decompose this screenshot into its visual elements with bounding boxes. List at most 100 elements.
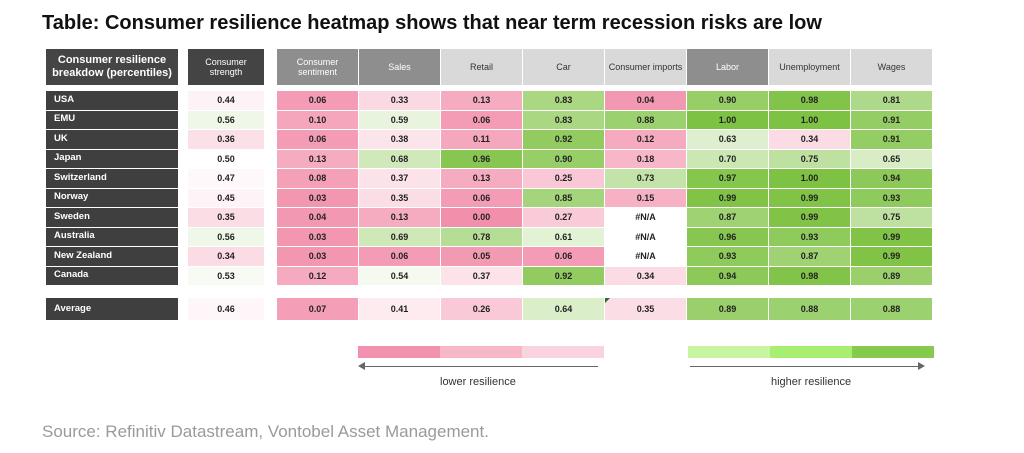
heatmap-cell: 0.63: [687, 130, 768, 149]
heatmap-cell: 0.44: [188, 91, 264, 110]
heatmap-cell: 0.75: [769, 149, 850, 168]
heatmap-cell: 0.06: [441, 188, 522, 207]
heatmap-cell: 0.47: [188, 169, 264, 188]
heatmap-cell: #N/A: [605, 227, 686, 246]
column-header-car: Car: [523, 49, 604, 85]
heatmap-cell: 0.34: [188, 247, 264, 266]
higher-arrow-head: [918, 362, 925, 370]
heatmap-cell: 0.94: [687, 266, 768, 285]
heatmap-cell: 0.93: [687, 247, 768, 266]
heatmap-cell: 0.88: [605, 110, 686, 129]
column-header-wages: Wages: [851, 49, 932, 85]
row-label: Sweden: [46, 208, 178, 227]
heatmap-cell: 1.00: [769, 169, 850, 188]
heatmap-cell: 0.93: [851, 188, 932, 207]
heatmap-cell: 0.99: [769, 208, 850, 227]
row-label: Switzerland: [46, 169, 178, 188]
heatmap-cell: 0.87: [769, 247, 850, 266]
heatmap-cell: 0.54: [359, 266, 440, 285]
heatmap-cell: 0.97: [687, 169, 768, 188]
column-header-consumer_sentiment: Consumer sentiment: [277, 49, 358, 85]
heatmap-cell: 0.15: [605, 188, 686, 207]
heatmap-cell: 0.90: [523, 149, 604, 168]
heatmap-cell: 0.04: [277, 208, 358, 227]
heatmap-cell: 0.00: [441, 208, 522, 227]
heatmap-cell: 0.75: [851, 208, 932, 227]
heatmap-cell: 0.10: [277, 110, 358, 129]
legend-bar-high: [688, 346, 770, 358]
legend-higher-label: higher resilience: [771, 376, 852, 388]
heatmap-cell: 0.90: [687, 91, 768, 110]
legend-bar-low: [522, 346, 604, 358]
lower-arrow-line: [364, 366, 598, 367]
heatmap-cell: 0.07: [277, 298, 358, 320]
source-note: Source: Refinitiv Datastream, Vontobel A…: [42, 422, 489, 441]
heatmap-cell: 0.85: [523, 188, 604, 207]
heatmap-cell: 0.99: [851, 247, 932, 266]
heatmap-cell: 0.03: [277, 247, 358, 266]
heatmap-cell: 0.96: [687, 227, 768, 246]
heatmap-cell: 0.04: [605, 91, 686, 110]
heatmap-cell: 0.06: [359, 247, 440, 266]
legend-bar-low: [440, 346, 522, 358]
row-label: Norway: [46, 188, 178, 207]
heatmap-cell: 0.13: [441, 169, 522, 188]
heatmap-cell: 0.05: [441, 247, 522, 266]
heatmap-cell: 0.88: [851, 298, 932, 320]
heatmap-cell: 0.98: [769, 266, 850, 285]
heatmap-cell: 0.41: [359, 298, 440, 320]
heatmap-cell: 0.35: [605, 298, 686, 320]
heatmap-cell: 0.37: [359, 169, 440, 188]
heatmap-cell: 0.18: [605, 149, 686, 168]
heatmap-cell: 0.03: [277, 188, 358, 207]
heatmap-cell: 0.92: [523, 266, 604, 285]
heatmap-cell: 0.56: [188, 110, 264, 129]
heatmap-cell: 0.92: [523, 130, 604, 149]
heatmap-cell: 0.59: [359, 110, 440, 129]
heatmap-cell: 0.53: [188, 266, 264, 285]
heatmap-cell: 0.12: [605, 130, 686, 149]
heatmap-cell: 0.83: [523, 91, 604, 110]
row-label: New Zealand: [46, 247, 178, 266]
heatmap-cell: 0.91: [851, 130, 932, 149]
heatmap-cell: 0.69: [359, 227, 440, 246]
heatmap-cell: 0.38: [359, 130, 440, 149]
heatmap-cell: 0.06: [277, 130, 358, 149]
heatmap-cell: 0.03: [277, 227, 358, 246]
higher-arrow-line: [690, 366, 918, 367]
heatmap-cell: 0.12: [277, 266, 358, 285]
heatmap-cell: 0.99: [687, 188, 768, 207]
heatmap-cell: 0.26: [441, 298, 522, 320]
row-label: EMU: [46, 110, 178, 129]
heatmap-cell: 0.89: [851, 266, 932, 285]
heatmap-cell: 0.68: [359, 149, 440, 168]
row-label: USA: [46, 91, 178, 110]
column-header-unemployment: Unemployment: [769, 49, 850, 85]
heatmap-cell: 0.88: [769, 298, 850, 320]
heatmap-cell: 0.37: [441, 266, 522, 285]
heatmap-cell: 0.73: [605, 169, 686, 188]
cell-corner-mark: [605, 298, 610, 303]
legend-bar-high: [852, 346, 934, 358]
row-label: UK: [46, 130, 178, 149]
heatmap-cell: 0.46: [188, 298, 264, 320]
heatmap-cell: 0.27: [523, 208, 604, 227]
heatmap-cell: 0.65: [851, 149, 932, 168]
heatmap-cell: 0.06: [523, 247, 604, 266]
heatmap-cell: 0.11: [441, 130, 522, 149]
lower-arrow-head: [358, 362, 365, 370]
legend-bar-high: [770, 346, 852, 358]
heatmap-cell: 0.35: [359, 188, 440, 207]
heatmap-cell: 0.81: [851, 91, 932, 110]
heatmap-cell: 0.98: [769, 91, 850, 110]
legend-bar-low: [358, 346, 440, 358]
heatmap-cell: 0.64: [523, 298, 604, 320]
heatmap-cell: 0.06: [277, 91, 358, 110]
heatmap-cell: 0.34: [605, 266, 686, 285]
column-header-retail: Retail: [441, 49, 522, 85]
heatmap-cell: #N/A: [605, 247, 686, 266]
heatmap-cell: 0.99: [769, 188, 850, 207]
heatmap-cell: 0.08: [277, 169, 358, 188]
row-label: Canada: [46, 266, 178, 285]
heatmap-cell: 0.91: [851, 110, 932, 129]
